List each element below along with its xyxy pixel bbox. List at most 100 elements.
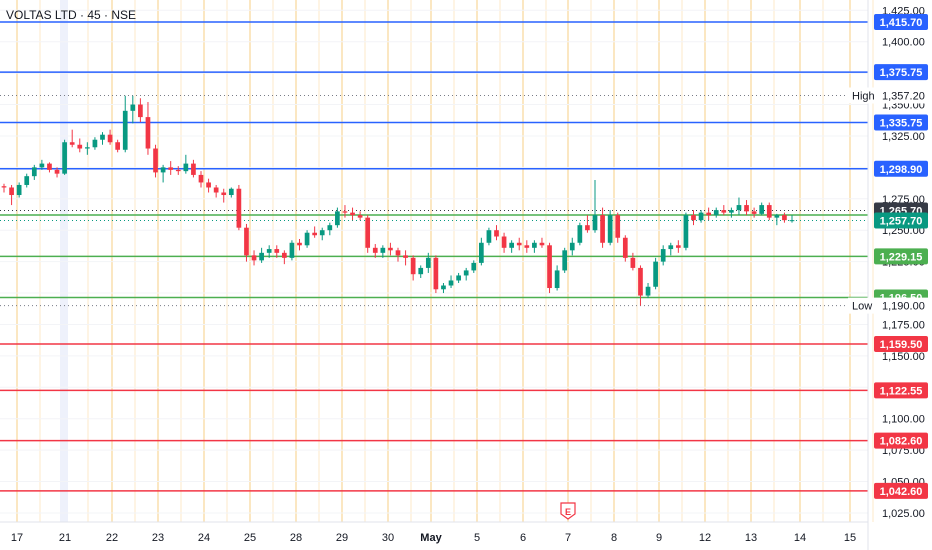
candle-body[interactable]	[175, 169, 181, 172]
candle-body[interactable]	[789, 220, 795, 222]
candle-body[interactable]	[713, 210, 719, 216]
candle-body[interactable]	[615, 215, 621, 238]
candle-body[interactable]	[418, 267, 424, 275]
candle-body[interactable]	[622, 237, 628, 258]
candle-body[interactable]	[782, 215, 787, 221]
candle-body[interactable]	[683, 215, 689, 248]
time-axis[interactable]: 17 21 22 23 24 25 28 29 30 May 5 6 7 8 9 12 13 14 15	[11, 532, 856, 544]
candle-body[interactable]	[592, 215, 598, 231]
candle-body[interactable]	[16, 184, 22, 196]
candle-body[interactable]	[107, 134, 113, 143]
candle-body[interactable]	[433, 257, 439, 290]
event-marker-icon[interactable]	[560, 502, 576, 520]
candle-body[interactable]	[327, 225, 333, 231]
candle-body[interactable]	[138, 104, 143, 118]
candle-body[interactable]	[766, 205, 772, 218]
candle-body[interactable]	[350, 212, 355, 216]
candle-body[interactable]	[478, 242, 484, 263]
candle-body[interactable]	[77, 144, 83, 149]
candle-body[interactable]	[501, 236, 507, 248]
candle-body[interactable]	[600, 215, 605, 243]
candle-body[interactable]	[774, 215, 780, 218]
candle-body[interactable]	[221, 192, 227, 196]
candle-body[interactable]	[562, 250, 568, 271]
candle-body[interactable]	[698, 212, 704, 221]
candle-body[interactable]	[638, 267, 643, 296]
candle-body[interactable]	[569, 242, 575, 251]
candle-body[interactable]	[145, 117, 151, 149]
candle-body[interactable]	[1, 186, 7, 188]
candle-body[interactable]	[653, 261, 658, 287]
candle-body[interactable]	[160, 167, 166, 173]
candle-body[interactable]	[251, 255, 257, 261]
candle-body[interactable]	[31, 167, 37, 177]
candle-body[interactable]	[168, 167, 174, 170]
candle-body[interactable]	[410, 257, 416, 275]
candle-body[interactable]	[388, 247, 393, 251]
candle-body[interactable]	[304, 232, 310, 246]
candle-body[interactable]	[312, 232, 318, 236]
candle-body[interactable]	[244, 227, 249, 256]
candle-body[interactable]	[319, 230, 325, 236]
candle-body[interactable]	[342, 211, 348, 213]
candle-body[interactable]	[153, 148, 158, 173]
candle-body[interactable]	[115, 142, 121, 150]
candle-body[interactable]	[100, 134, 105, 140]
candle-body[interactable]	[403, 255, 408, 258]
candle-body[interactable]	[751, 211, 757, 214]
candle-body[interactable]	[691, 215, 696, 221]
candle-body[interactable]	[585, 225, 590, 231]
candle-body[interactable]	[39, 163, 45, 168]
candle-body[interactable]	[577, 225, 583, 243]
candle-body[interactable]	[228, 188, 234, 196]
candle-body[interactable]	[395, 250, 401, 256]
candle-body[interactable]	[9, 187, 14, 196]
candle-body[interactable]	[372, 247, 378, 253]
candle-body[interactable]	[729, 210, 734, 213]
candle-body[interactable]	[456, 275, 461, 281]
candle-body[interactable]	[547, 245, 552, 289]
candle-body[interactable]	[84, 147, 90, 149]
candle-body[interactable]	[54, 169, 60, 174]
candle-body[interactable]	[486, 230, 492, 243]
candle-body[interactable]	[607, 215, 613, 243]
candle-body[interactable]	[92, 139, 98, 148]
candle-body[interactable]	[357, 215, 363, 218]
candle-body[interactable]	[425, 257, 431, 268]
candle-body[interactable]	[297, 242, 302, 246]
candle-body[interactable]	[274, 249, 280, 253]
candle-body[interactable]	[554, 270, 560, 289]
candle-body[interactable]	[524, 245, 530, 248]
candle-body[interactable]	[675, 245, 681, 248]
candle-body[interactable]	[668, 245, 674, 250]
candle-body[interactable]	[289, 242, 295, 258]
candle-body[interactable]	[660, 249, 666, 262]
candle-body[interactable]	[380, 247, 386, 253]
candle-body[interactable]	[198, 174, 204, 183]
candle-body[interactable]	[463, 270, 469, 276]
candle-body[interactable]	[47, 163, 52, 170]
candle-body[interactable]	[281, 252, 287, 258]
candle-body[interactable]	[183, 163, 189, 172]
candle-body[interactable]	[259, 252, 264, 261]
candle-body[interactable]	[706, 212, 712, 216]
candle-body[interactable]	[721, 210, 727, 213]
candle-body[interactable]	[69, 142, 75, 145]
candle-body[interactable]	[471, 262, 477, 271]
candle-body[interactable]	[206, 182, 211, 188]
candle-body[interactable]	[335, 211, 340, 226]
candle-body[interactable]	[130, 104, 136, 111]
candle-body[interactable]	[448, 280, 454, 286]
candle-body[interactable]	[24, 176, 30, 185]
candle-body[interactable]	[539, 242, 545, 246]
candle-body[interactable]	[213, 187, 219, 193]
candle-body[interactable]	[191, 163, 196, 175]
candle-body[interactable]	[62, 142, 67, 174]
candle-body[interactable]	[509, 242, 515, 248]
candle-body[interactable]	[516, 242, 522, 246]
candle-body[interactable]	[532, 242, 537, 248]
candle-body[interactable]	[266, 249, 272, 253]
candle-body[interactable]	[441, 285, 446, 290]
candle-body[interactable]	[744, 205, 749, 212]
